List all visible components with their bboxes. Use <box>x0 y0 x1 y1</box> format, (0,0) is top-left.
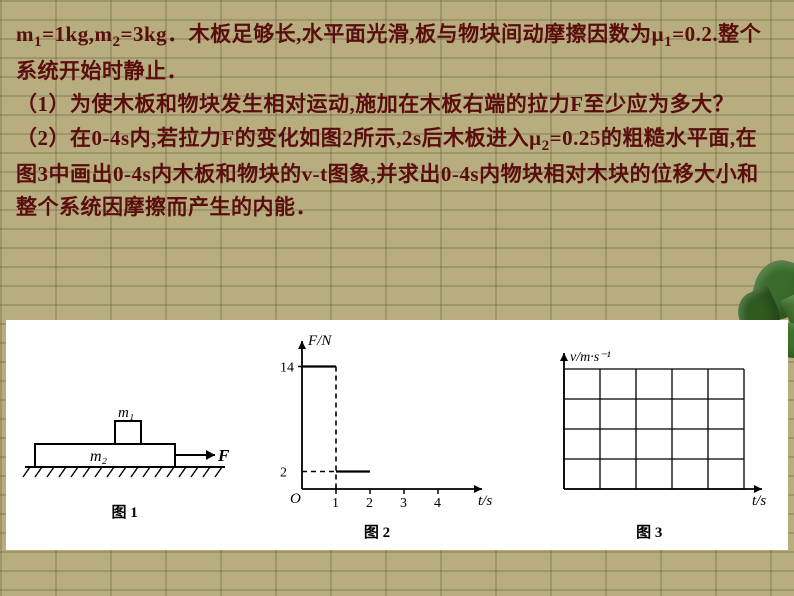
problem-statement: m1=1kg,m2=3kg．木板足够长,水平面光滑,板与物块间动摩擦因数为μ1=… <box>16 18 778 224</box>
fig2-caption: 图 2 <box>364 521 390 542</box>
svg-text:t/s: t/s <box>478 493 492 509</box>
svg-text:2: 2 <box>280 465 287 480</box>
svg-text:14: 14 <box>280 360 294 375</box>
figure-3: v/m·s⁻¹ t/s 图 3 <box>524 329 774 542</box>
svg-text:t/s: t/s <box>752 493 766 509</box>
figure-1: m₂ m₁ F 图 1 <box>20 349 230 522</box>
sub: 1 <box>34 34 42 50</box>
svg-text:2: 2 <box>366 496 373 511</box>
fig3-svg: v/m·s⁻¹ t/s <box>524 329 774 519</box>
sub: 1 <box>664 34 672 50</box>
txt: m <box>16 22 34 46</box>
sub: 2 <box>112 34 120 50</box>
figure-2: F/N t/s O 1 2 3 4 2 14 图 2 <box>257 329 497 542</box>
txt: =3kg．木板足够长,水平面光滑,板与物块间动摩擦因数为μ <box>121 22 665 46</box>
fig1-svg: m₂ m₁ F <box>20 349 230 499</box>
m2-label: m₂ <box>90 448 108 465</box>
fig1-caption: 图 1 <box>112 501 138 522</box>
force-label: F <box>217 446 230 465</box>
fig2-svg: F/N t/s O 1 2 3 4 2 14 <box>257 329 497 519</box>
txt: =1kg,m <box>42 22 112 46</box>
svg-text:O: O <box>290 491 301 507</box>
svg-text:3: 3 <box>400 496 407 511</box>
svg-text:v/m·s⁻¹: v/m·s⁻¹ <box>570 350 611 365</box>
question-2a: （2）在0‐4s内,若拉力F的变化如图2所示,2s后木板进入μ <box>16 126 542 150</box>
figures-panel: m₂ m₁ F 图 1 F/N t/s O 1 2 3 4 2 14 图 2 v/m·s⁻¹ t/… <box>6 320 788 550</box>
question-1: （1）为使木板和物块发生相对运动,施加在木板右端的拉力F至少应为多大？ <box>16 88 778 121</box>
svg-text:4: 4 <box>434 496 441 511</box>
svg-text:F/N: F/N <box>307 333 332 349</box>
fig3-caption: 图 3 <box>636 521 662 542</box>
sub: 2 <box>542 138 550 154</box>
svg-text:1: 1 <box>332 496 339 511</box>
m1-label: m₁ <box>118 405 134 421</box>
